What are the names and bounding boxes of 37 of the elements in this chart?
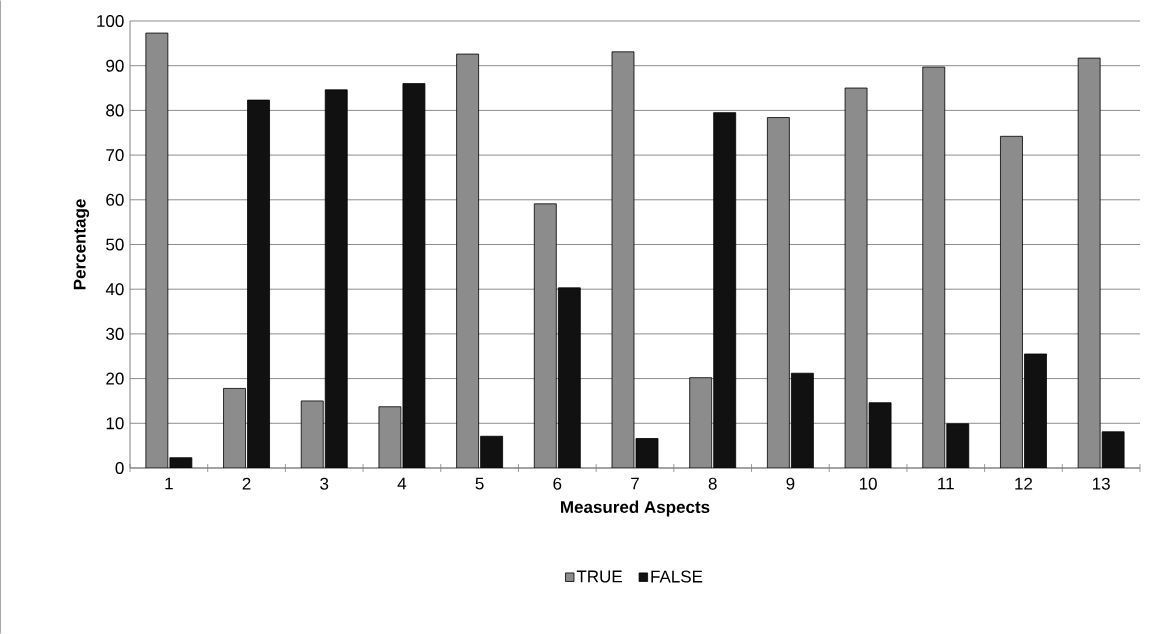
bar: [402, 83, 425, 468]
x-tick-label: 6: [553, 477, 562, 490]
bar: [480, 436, 503, 468]
bar: [791, 373, 814, 468]
bar: [247, 100, 270, 468]
y-tick-label: 70: [106, 149, 124, 162]
y-tick-label: 80: [106, 104, 124, 117]
x-tick-label: 1: [165, 477, 173, 490]
x-tick-label: 2: [242, 477, 251, 490]
bar: [558, 287, 581, 468]
x-tick-label: 5: [475, 477, 484, 490]
x-tick-label: 11: [938, 477, 954, 490]
bar: [1024, 354, 1047, 468]
bar: [946, 423, 969, 468]
bar: [713, 112, 736, 468]
y-tick-label: 0: [115, 461, 124, 475]
x-tick-label: 10: [859, 477, 877, 490]
y-tick-label: 100: [97, 14, 124, 28]
x-tick-label: 12: [1015, 477, 1033, 490]
y-tick-label: 20: [106, 372, 124, 385]
y-tick-label: 40: [105, 283, 124, 296]
bar: [325, 89, 348, 468]
x-tick-label: 7: [631, 477, 639, 490]
y-axis-title: Percentage: [73, 199, 90, 290]
legend-label: FALSE: [651, 570, 703, 583]
y-tick-label: 50: [106, 238, 124, 251]
x-axis-title: Measured Aspects: [561, 500, 710, 517]
x-tick-label: 13: [1092, 477, 1110, 490]
y-tick-label: 90: [106, 59, 124, 72]
legend-label: TRUE: [576, 570, 622, 583]
x-tick-label: 8: [708, 477, 717, 490]
x-tick-label: 9: [786, 477, 795, 490]
y-tick-label: 60: [106, 193, 124, 206]
x-tick-label: 3: [320, 477, 329, 490]
x-tick-label: 4: [397, 477, 407, 490]
y-tick-label: 30: [106, 327, 124, 340]
y-tick-label: 10: [106, 417, 124, 430]
